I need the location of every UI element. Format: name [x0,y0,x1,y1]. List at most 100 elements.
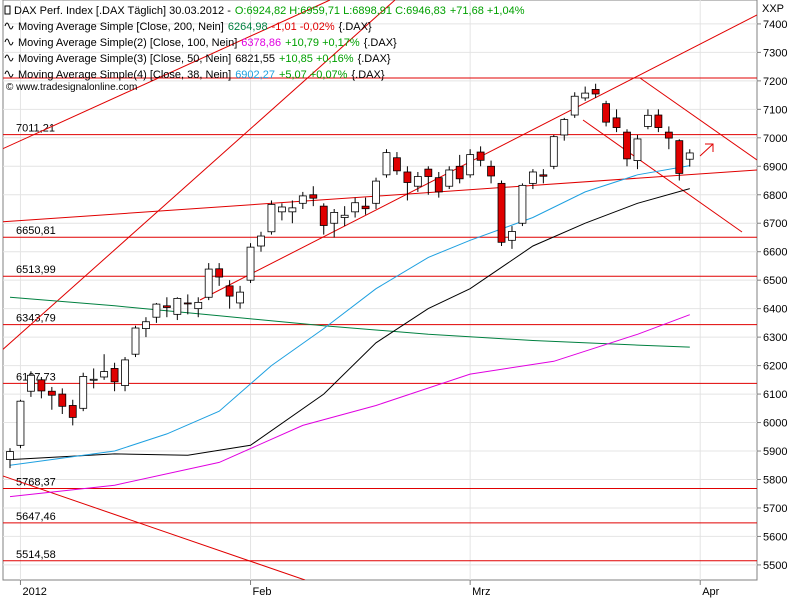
y-tick-label: 6400 [763,304,787,316]
y-tick-label: 5500 [763,560,787,572]
trend-line [3,0,331,150]
y-tick-label: 6700 [763,218,787,230]
trend-line [639,77,757,161]
candle-body [79,376,88,409]
level-label: 5768,37 [16,476,56,488]
candle-body [288,207,297,213]
candle-body [110,368,119,383]
candle-body [664,131,673,139]
x-tick-label: Feb [253,586,272,598]
level-label: 6137,73 [16,371,56,383]
trend-line [3,0,396,350]
y-tick-label: 6000 [763,418,787,430]
candle-body [100,371,109,378]
candle-body [476,151,485,161]
legend-entry: Moving Average Simple(4) [Close, 38, Nei… [18,69,385,81]
legend-icon [4,54,14,62]
moving-average [9,296,690,348]
legend-change: +10,79 +0,17% [285,37,360,49]
candle-body [16,400,25,446]
candle-body [685,152,694,160]
moving-average [9,165,690,466]
legend-name: Moving Average Simple [Close, 200, Nein] [18,21,224,33]
candle-body [58,393,67,407]
levels: 7011,21 6650,81 6513,99 6343,79 6137,73 5768,… [3,77,757,562]
legend-value: 6902,27 [235,69,275,81]
candle-body [225,285,234,297]
candle-body [351,202,360,213]
candle-body [508,231,516,241]
candle-body [612,117,621,128]
candle-body [278,206,286,213]
candle-body [131,327,140,355]
candle-body [382,152,391,176]
y-tick-label: 7000 [763,133,787,145]
candles [6,83,694,469]
moving-average [9,314,690,498]
candle-body [361,205,370,210]
header-quote: O:6924,82 H:6959,71 L:6898,91 C:6946,83 [235,5,446,17]
candle-body [487,165,495,177]
header-title: DAX Perf. Index [.DAX Täglich] 30.03.201… [14,5,231,17]
legend-value: 6821,55 [235,53,275,65]
y-tick-label: 6900 [763,161,787,173]
candle-body [37,379,46,392]
candle-body [121,359,129,386]
plot-area [2,0,758,581]
y-tick-label: 5800 [763,474,787,486]
candle-body [644,114,652,127]
header-change: +71,68 +1,04% [450,5,525,17]
y-tick-label: 6800 [763,190,787,202]
candle-body [215,268,224,278]
candle-body [142,321,150,329]
candle-body [403,171,412,183]
legend-name: Moving Average Simple(2) [Close, 100, Ne… [18,37,237,49]
candle-body [183,302,192,305]
watermark: © www.tradesignalonline.com [6,82,137,93]
legend-icon [4,70,14,78]
candle-body [309,194,318,199]
candle-body [68,405,77,418]
legend-value: 6378,86 [241,37,281,49]
level-label: 6650,81 [16,225,56,237]
level-label: 6343,79 [16,313,56,325]
legend: DAX Perf. Index [.DAX Täglich] 30.03.201… [4,5,525,81]
legend-source: {.DAX} [339,21,372,33]
y-tick-label: 6100 [763,389,787,401]
legend-value: 6264,98 [228,21,268,33]
candle-body [340,214,349,218]
candle-body [591,89,600,95]
header-box [4,5,11,15]
candle-body [204,268,213,298]
candle-body [455,165,464,180]
legend-icon [4,38,14,46]
candle-body [330,212,339,224]
candle-body [27,374,35,392]
candle-body [518,184,527,224]
candle-body [173,297,182,315]
level-label: 5647,46 [16,511,56,523]
y-tick-label: 5600 [763,531,787,543]
candle-body [497,182,506,243]
level-label: 7011,21 [16,123,55,135]
candle-body [152,303,161,318]
legend-source: {.DAX} [364,37,397,49]
candle-body [372,180,380,204]
candle-body [413,176,422,187]
x-tick-label: Apr [702,586,719,598]
candle-body [162,305,171,308]
candle-body [675,140,684,174]
y-tick-label: 7100 [763,104,787,116]
level-label: 6513,99 [16,264,56,276]
candle-body [570,95,579,116]
candle-body [257,235,265,247]
legend-name: Moving Average Simple(4) [Close, 38, Nei… [18,69,231,81]
candle-body [298,195,307,204]
y-tick-label: 6600 [763,247,787,259]
candle-body [466,154,475,176]
legend-change: +10,85 +0,16% [279,53,354,65]
candle-body [581,92,590,99]
y-axis-label: XXP [762,3,784,15]
